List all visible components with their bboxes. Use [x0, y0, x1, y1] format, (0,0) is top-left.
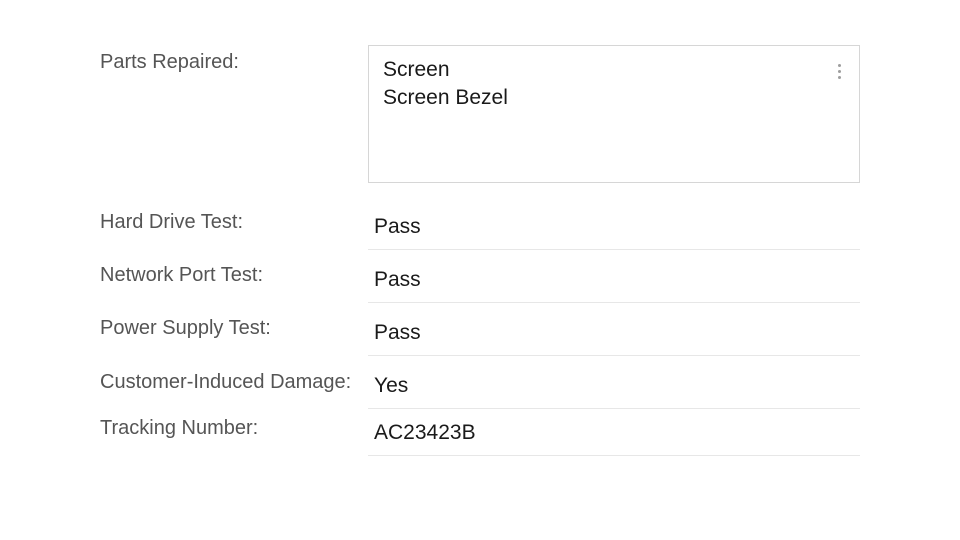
label-hard-drive-test: Hard Drive Test: — [100, 205, 368, 234]
customer-induced-damage-value[interactable]: Yes — [368, 364, 860, 409]
parts-repaired-line-1: Screen — [383, 56, 845, 84]
label-tracking-number: Tracking Number: — [100, 411, 368, 440]
value-col-hard-drive-test: Pass — [368, 205, 860, 250]
row-power-supply-test: Power Supply Test: Pass — [100, 311, 860, 356]
hard-drive-test-value[interactable]: Pass — [368, 205, 860, 250]
network-port-test-value[interactable]: Pass — [368, 258, 860, 303]
label-parts-repaired: Parts Repaired: — [100, 45, 368, 74]
row-tracking-number: Tracking Number: AC23423B — [100, 411, 860, 456]
label-power-supply-test: Power Supply Test: — [100, 311, 368, 340]
row-network-port-test: Network Port Test: Pass — [100, 258, 860, 303]
value-col-parts-repaired: Screen Screen Bezel — [368, 45, 860, 197]
power-supply-test-value[interactable]: Pass — [368, 311, 860, 356]
row-parts-repaired: Parts Repaired: Screen Screen Bezel — [100, 45, 860, 197]
label-customer-induced-damage: Customer-Induced Damage: — [100, 364, 368, 395]
tracking-number-value[interactable]: AC23423B — [368, 411, 860, 456]
parts-repaired-line-2: Screen Bezel — [383, 84, 845, 112]
label-network-port-test: Network Port Test: — [100, 258, 368, 287]
row-customer-induced-damage: Customer-Induced Damage: Yes — [100, 364, 860, 409]
value-col-power-supply-test: Pass — [368, 311, 860, 356]
parts-repaired-input[interactable]: Screen Screen Bezel — [368, 45, 860, 183]
value-col-customer-induced-damage: Yes — [368, 364, 860, 409]
value-col-network-port-test: Pass — [368, 258, 860, 303]
value-col-tracking-number: AC23423B — [368, 411, 860, 456]
row-hard-drive-test: Hard Drive Test: Pass — [100, 205, 860, 250]
more-vertical-icon[interactable] — [834, 60, 845, 83]
